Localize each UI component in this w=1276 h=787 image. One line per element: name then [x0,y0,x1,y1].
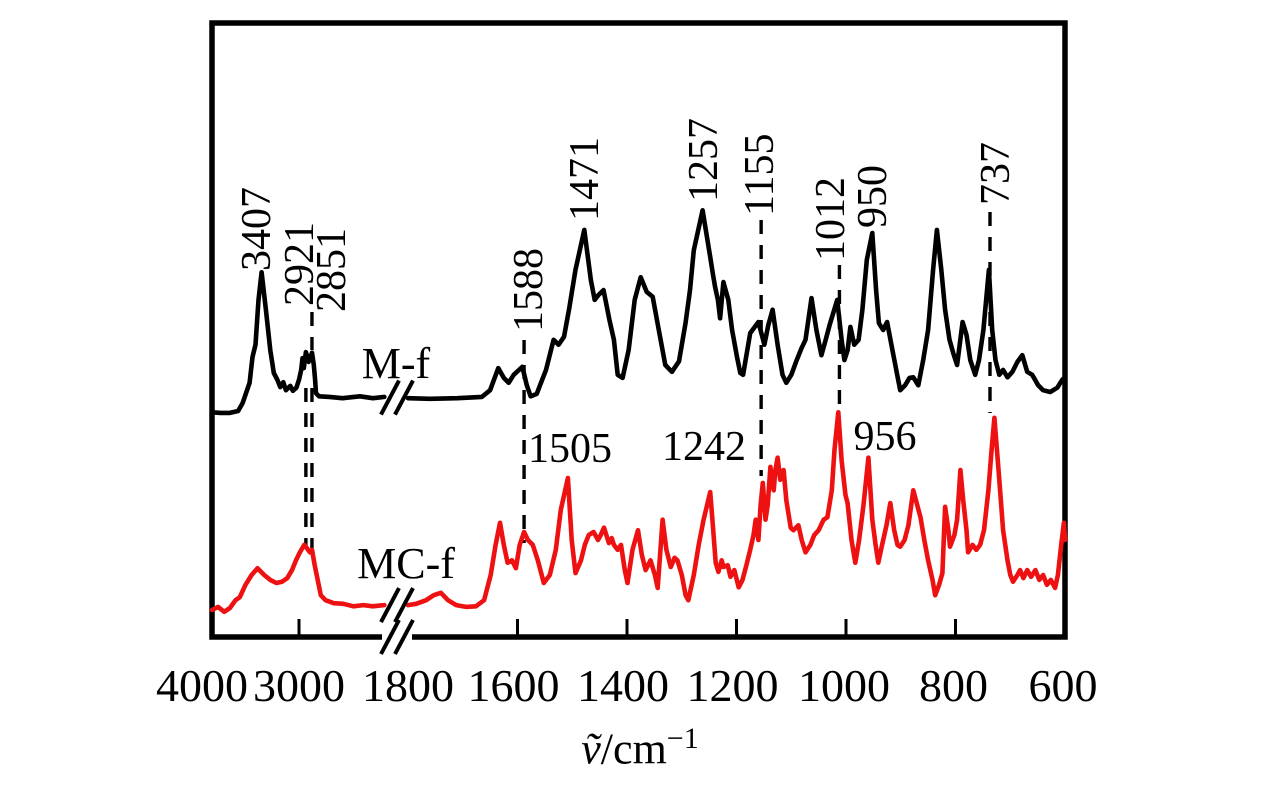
trace-break-mark-mc-f [393,587,415,624]
peak-label-1257: 1257 [681,118,727,202]
x-tick-label-3000: 3000 [253,660,345,711]
peak-label-1242: 1242 [662,424,746,470]
trace-break-mark-m-f [379,379,401,416]
axis-title-variable: ṽ [581,724,601,774]
peak-label-3407: 3407 [234,187,280,271]
x-axis-title: ṽ/cm−1 [581,722,698,775]
peak-label-737: 737 [973,142,1019,205]
trace-break-mark-m-f [393,379,415,416]
trace-mc-f [209,410,1068,615]
axis-title-separator: / [600,724,614,774]
axis-break-mark [379,619,401,655]
series-label-m-f: M-f [361,339,431,388]
x-tick-label-1200: 1200 [687,660,779,711]
peak-label-1155: 1155 [737,134,783,216]
x-tick-label-1400: 1400 [577,660,669,711]
peak-label-950: 950 [850,165,896,228]
x-tick-label-800: 800 [919,660,988,711]
x-tick-label-600: 600 [1029,660,1098,711]
trace-break-mark-mc-f [379,587,401,624]
peak-label-2851: 2851 [309,228,355,312]
peak-label-1012: 1012 [808,177,854,261]
x-tick-label-1800: 1800 [362,660,454,711]
peak-label-1471: 1471 [562,137,608,221]
trace-m-f [209,208,1068,416]
x-tick-label-1000: 1000 [798,660,890,711]
axis-title-exponent: −1 [666,722,699,755]
series-label-mc-f: MC-f [357,539,455,588]
axis-break-mark [393,619,415,655]
peak-label-956: 956 [854,414,917,460]
peak-label-1588: 1588 [506,248,552,332]
x-tick-label-4000: 4000 [156,660,248,711]
peak-label-2921: 2921 [277,222,323,306]
axis-title-unit: cm [613,724,667,774]
x-tick-label-1600: 1600 [468,660,560,711]
peak-label-1505: 1505 [528,426,612,472]
